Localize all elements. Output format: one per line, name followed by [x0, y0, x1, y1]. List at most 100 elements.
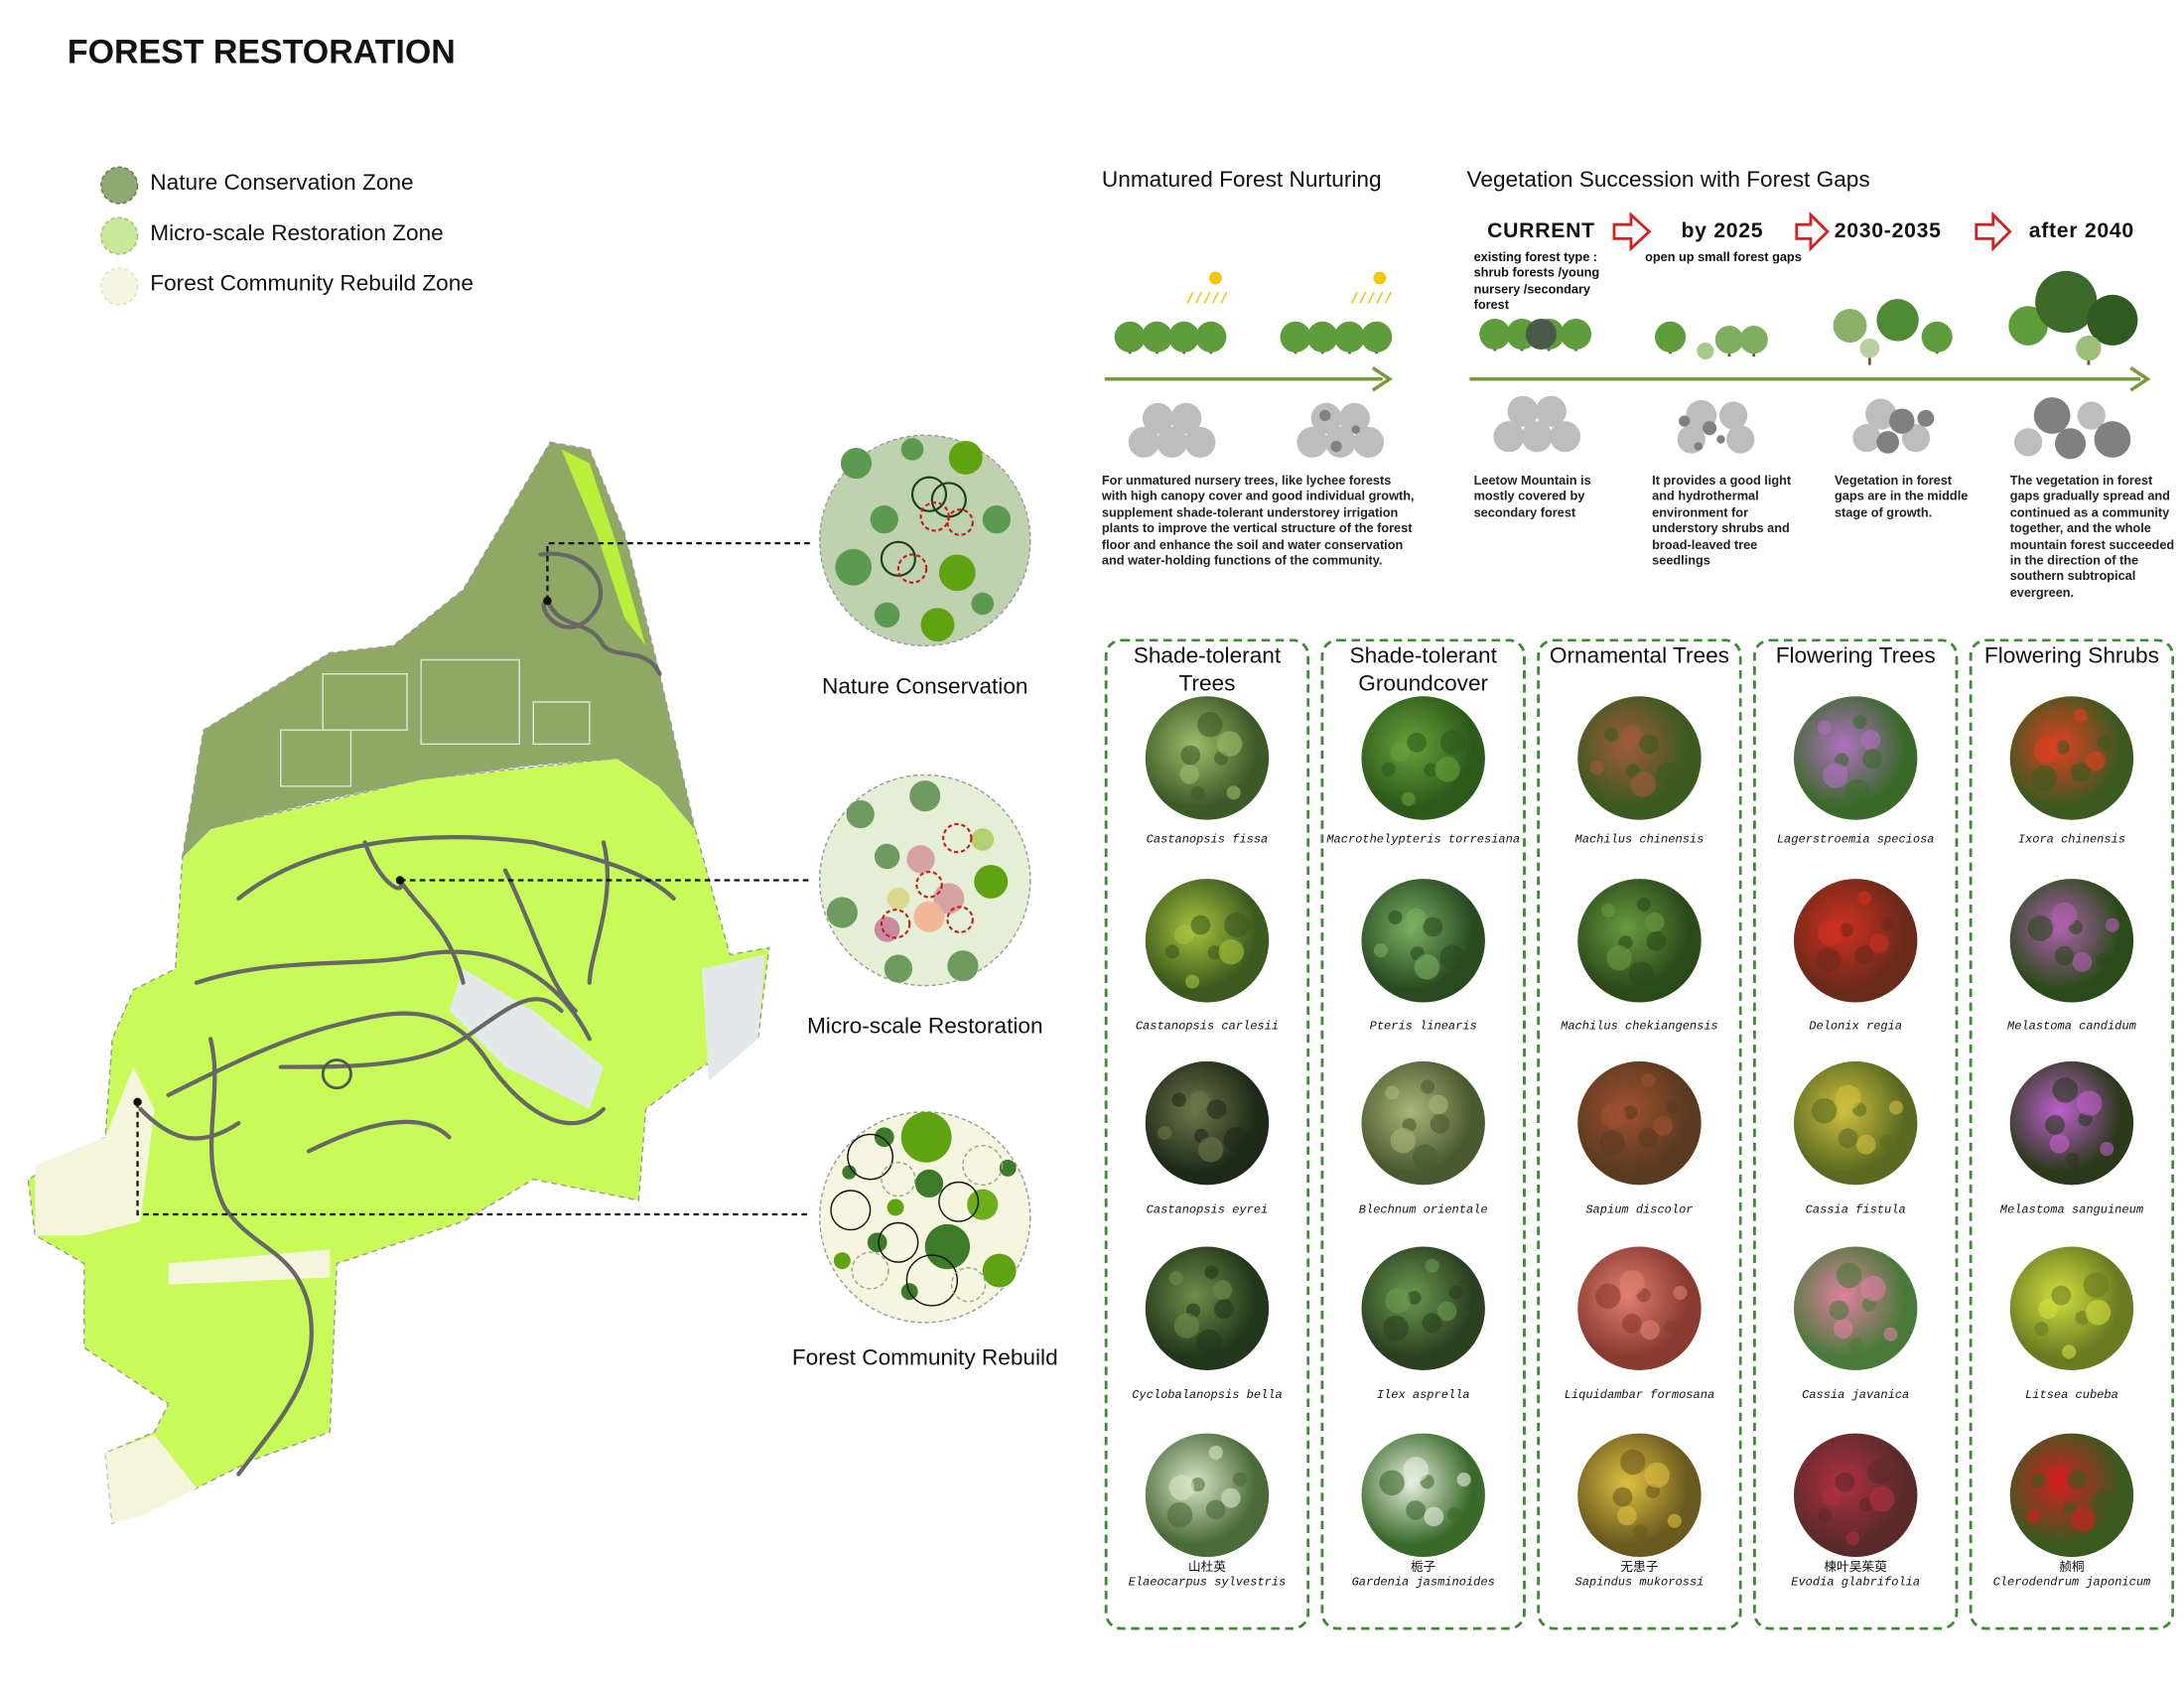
plant-column: Shade-tolerant Groundcover: [1320, 638, 1526, 1630]
photo-texture: [1644, 912, 1665, 932]
plant-name: Castanopsis fissa: [1146, 832, 1269, 847]
circle-shape: [874, 602, 900, 629]
circle-shape: [1521, 421, 1553, 453]
stage-label: by 2025: [1681, 218, 1764, 243]
photo-texture: [1835, 1472, 1855, 1492]
photo-texture: [1823, 763, 1848, 788]
photo-texture: [1180, 745, 1201, 766]
photo-texture: [1414, 954, 1440, 980]
photo-texture: [1381, 762, 1396, 776]
photo-texture: [2034, 1322, 2049, 1336]
circle-shape: [887, 1198, 904, 1216]
g-shape: [851, 1145, 1004, 1303]
stage-label: 2030-2035: [1834, 218, 1942, 243]
circle-shape: [2077, 401, 2106, 430]
photo-texture: [1212, 1280, 1233, 1301]
g-shape: [136, 542, 812, 1216]
photo-texture: [1641, 1073, 1656, 1088]
photo-texture: [2051, 1285, 2072, 1306]
plant-photos: [1145, 696, 2134, 1558]
stage-text: It provides a good light and hydrotherma…: [1652, 473, 1792, 568]
plant-name: Sapindus mukorossi: [1574, 1575, 1705, 1590]
photo-texture: [1423, 916, 1443, 937]
path-shape: [278, 997, 564, 1069]
photo-texture: [1429, 1094, 1448, 1115]
circle-shape: [1852, 423, 1881, 453]
circle-shape: [1549, 421, 1581, 453]
photo-texture: [2033, 738, 2059, 764]
tree-crown: [1859, 338, 1880, 358]
circle-shape: [847, 1133, 893, 1181]
g-shape: [896, 501, 974, 584]
photo-texture: [1196, 1329, 1222, 1355]
photo-texture: [1857, 891, 1872, 906]
photo-texture: [2051, 902, 2078, 928]
circle-shape: [395, 876, 405, 885]
stage-text: Leetow Mountain is mostly covered by sec…: [1473, 473, 1591, 519]
photo-texture: [1190, 1477, 1205, 1492]
photo-texture: [1623, 1105, 1638, 1120]
photo-texture: [2049, 1133, 2070, 1154]
photo-texture: [1853, 944, 1874, 965]
tree-crown: [1833, 309, 1867, 343]
photo-texture: [1390, 742, 1411, 763]
circle-shape: [1726, 425, 1755, 454]
photo-texture: [1612, 1486, 1633, 1507]
circle-shape: [971, 592, 995, 616]
circle-shape: [909, 780, 941, 812]
circle-shape: [880, 909, 911, 939]
photo-texture: [2031, 1474, 2046, 1488]
circle-shape: [915, 870, 943, 899]
photo-texture: [1218, 938, 1245, 965]
circle-shape: [881, 1162, 916, 1197]
tree-crown: [1714, 326, 1744, 354]
photo-texture: [2065, 1152, 2080, 1167]
polyline-shape: [1371, 365, 1393, 392]
site-map: [27, 441, 812, 1525]
photo-texture: [1179, 764, 1200, 784]
photo-texture: [1862, 749, 1883, 769]
plant-name: Machilus chekiangensis: [1561, 1019, 1718, 1034]
circle-shape: [846, 799, 875, 829]
circle-shape: [920, 608, 955, 642]
photo-texture: [1889, 1100, 1904, 1115]
photo-texture: [1439, 944, 1465, 970]
circle-shape: [1535, 395, 1567, 427]
rect-shape: [532, 701, 591, 746]
photo-texture: [1589, 761, 1604, 775]
plant-name: Clerodendrum japonicum: [1992, 1575, 2151, 1590]
plant-photo: [2009, 1433, 2134, 1558]
g-shape: [1319, 397, 2131, 460]
photo-texture: [1206, 1099, 1227, 1120]
circle-shape: [1507, 395, 1539, 427]
photo-texture: [1619, 1270, 1645, 1296]
column-title: Shade-tolerant Groundcover: [1349, 643, 1497, 697]
plant-chinese-name: 赪桐: [2059, 1559, 2085, 1574]
photo-texture: [1811, 1097, 1838, 1124]
photo-texture: [1628, 961, 1654, 987]
path-shape: [207, 1037, 314, 1477]
plant-column: Shade-tolerant Trees: [1104, 638, 1310, 1630]
circle-shape: [946, 906, 974, 933]
g-shape: [1114, 270, 2138, 365]
tree-crown: [1921, 321, 1953, 352]
circle-shape: [874, 1127, 894, 1148]
photo-texture: [1166, 1501, 1193, 1528]
photo-texture: [1425, 1258, 1439, 1273]
circle-shape: [1128, 426, 1160, 458]
photo-texture: [1653, 1116, 1674, 1136]
photo-texture: [2092, 1489, 2117, 1516]
photo-texture: [1214, 1299, 1234, 1320]
photo-texture: [1606, 945, 1632, 971]
photo-texture: [2062, 1344, 2077, 1359]
photo-texture: [1852, 714, 1867, 730]
circle-shape: [905, 1254, 958, 1307]
path-shape: [538, 551, 604, 630]
circle-shape: [880, 540, 916, 577]
section-title: Unmatured Forest Nurturing: [1101, 168, 1382, 193]
succession-graphics: [1104, 270, 2151, 460]
tree-crown: [1876, 299, 1919, 342]
photo-texture: [1836, 1084, 1861, 1111]
polygon-shape: [1612, 211, 1652, 252]
circle-shape: [1865, 398, 1897, 430]
